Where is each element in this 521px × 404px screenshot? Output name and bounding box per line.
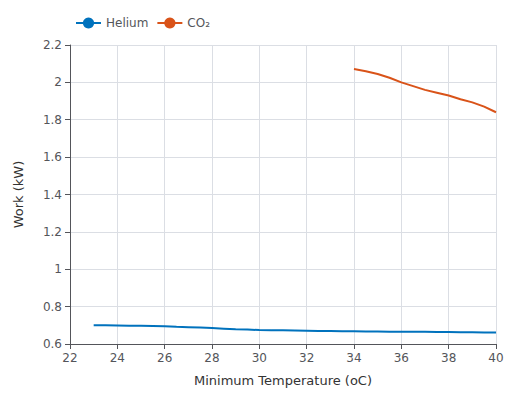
svg-text:24: 24 (110, 351, 125, 365)
svg-text:CO₂: CO₂ (187, 16, 210, 30)
svg-text:2: 2 (54, 75, 62, 89)
svg-text:28: 28 (204, 351, 219, 365)
svg-text:32: 32 (299, 351, 314, 365)
svg-text:34: 34 (346, 351, 361, 365)
svg-text:2.2: 2.2 (43, 38, 62, 52)
svg-text:1.8: 1.8 (43, 113, 62, 127)
svg-text:Helium: Helium (106, 16, 148, 30)
svg-text:1: 1 (54, 262, 62, 276)
svg-text:36: 36 (394, 351, 409, 365)
svg-text:Minimum Temperature (oC): Minimum Temperature (oC) (194, 373, 372, 388)
svg-text:38: 38 (441, 351, 456, 365)
svg-text:22: 22 (62, 351, 77, 365)
svg-text:26: 26 (157, 351, 172, 365)
svg-text:1.6: 1.6 (43, 150, 62, 164)
svg-text:1.2: 1.2 (43, 225, 62, 239)
svg-text:0.6: 0.6 (43, 337, 62, 351)
svg-text:1.4: 1.4 (43, 188, 62, 202)
svg-text:40: 40 (488, 351, 503, 365)
svg-text:30: 30 (252, 351, 267, 365)
svg-text:0.8: 0.8 (43, 300, 62, 314)
svg-text:Work (kW): Work (kW) (11, 161, 26, 229)
